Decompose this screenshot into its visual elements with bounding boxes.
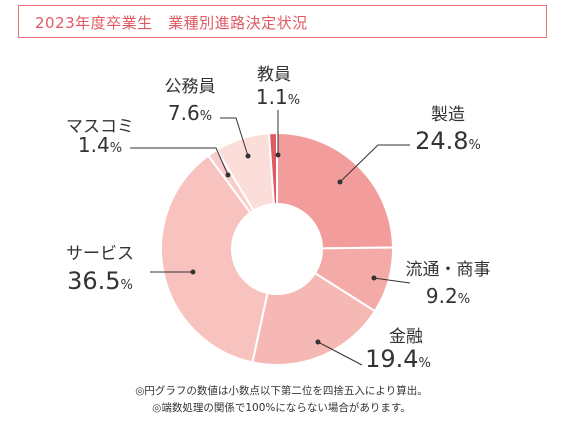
- leader-dot-teacher: [275, 152, 281, 158]
- leader-dot-manufacturing: [337, 179, 343, 185]
- label-teacher: 教員: [257, 65, 291, 85]
- label-mass-media: マスコミ: [66, 117, 134, 137]
- leader-dot-services: [190, 269, 196, 275]
- label-services: サービス: [66, 244, 134, 264]
- leader-dot-distribution-trading: [371, 275, 377, 281]
- value-distribution-trading: 9.2%: [426, 284, 470, 308]
- leader-line-manufacturing: [339, 144, 410, 183]
- value-services: 36.5%: [67, 267, 133, 295]
- leader-line-finance: [317, 341, 363, 366]
- slice-services: [160, 154, 269, 364]
- label-manufacturing: 製造: [431, 105, 465, 125]
- label-distribution-trading: 流通・商事: [406, 260, 491, 280]
- leader-dot-finance: [315, 339, 321, 345]
- title-box: 2023年度卒業生 業種別進路決定状況: [18, 5, 547, 38]
- leader-line-distribution-trading: [373, 277, 411, 284]
- leader-dot-mass-media: [225, 172, 231, 178]
- value-teacher: 1.1%: [256, 85, 300, 109]
- label-finance: 金融: [389, 327, 423, 347]
- chart-title: 2023年度卒業生 業種別進路決定状況: [35, 14, 308, 32]
- value-manufacturing: 24.8%: [415, 127, 481, 155]
- footnote-rounding: ◎円グラフの数値は小数点以下第二位を四捨五入により算出。: [135, 385, 428, 397]
- leader-line-mass-media: [130, 147, 229, 176]
- slice-teacher: [267, 131, 278, 206]
- leader-line-civil-servant: [220, 117, 249, 157]
- slice-manufacturing: [276, 131, 395, 250]
- slice-finance: [251, 271, 377, 366]
- value-mass-media: 1.4%: [78, 133, 122, 157]
- value-finance: 19.4%: [365, 345, 431, 373]
- leader-dot-civil-servant: [245, 153, 251, 159]
- label-civil-servant: 公務員: [165, 77, 216, 97]
- footnote-total: ◎端数処理の関係で100%にならない場合があります。: [152, 402, 411, 414]
- value-civil-servant: 7.6%: [168, 101, 212, 125]
